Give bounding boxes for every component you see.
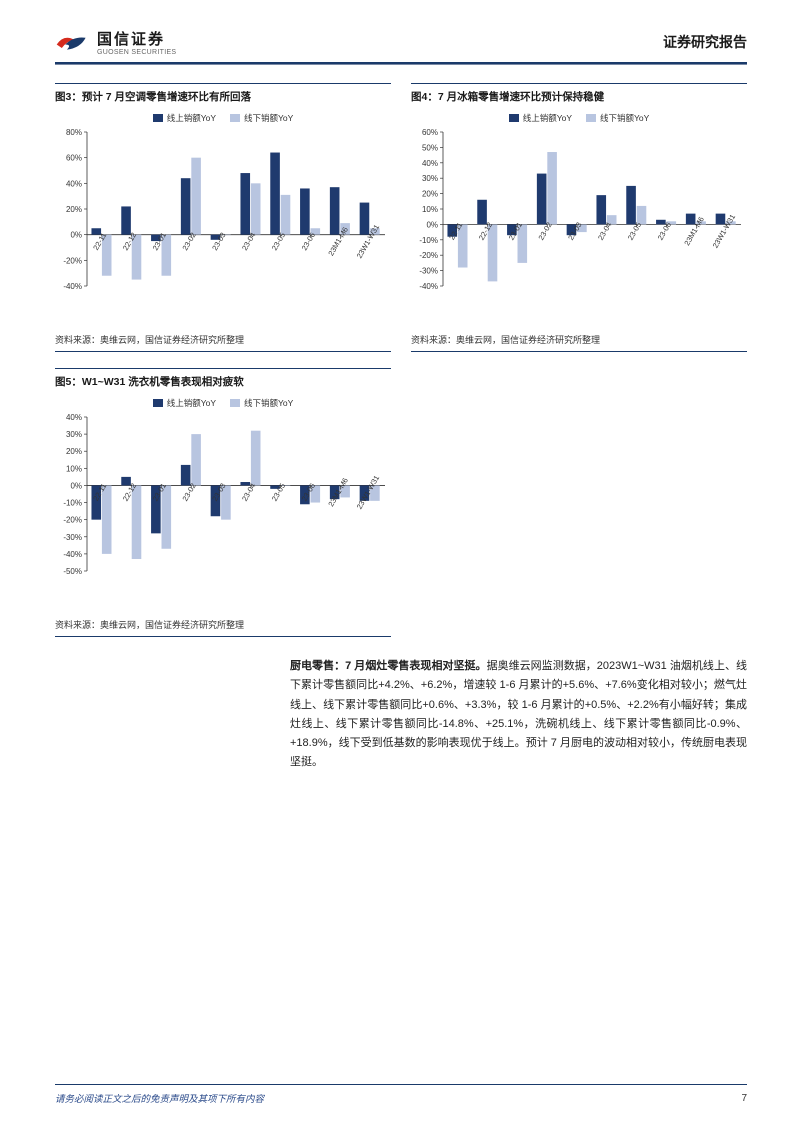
legend-swatch: [586, 114, 596, 122]
svg-text:20%: 20%: [422, 190, 438, 199]
page-number: 7: [741, 1093, 747, 1104]
chart-title: 图5：W1~W31 洗衣机零售表现相对疲软: [55, 368, 391, 395]
legend-label: 线上销额YoY: [167, 112, 216, 124]
chart-source: 资料来源：奥维云网，国信证券经济研究所整理: [55, 328, 391, 352]
legend-label: 线下销额YoY: [244, 397, 293, 409]
svg-text:40%: 40%: [66, 413, 82, 422]
company-name-cn: 国信证券: [97, 28, 176, 49]
legend-swatch: [230, 399, 240, 407]
svg-text:80%: 80%: [66, 128, 82, 137]
chart-canvas: -40%-20%0%20%40%60%80%22-1122-1223-0123-…: [55, 128, 391, 328]
report-title: 证券研究报告: [663, 32, 747, 52]
svg-text:40%: 40%: [422, 159, 438, 168]
svg-text:0%: 0%: [426, 220, 438, 229]
chart-canvas: -50%-40%-30%-20%-10%0%10%20%30%40%22-112…: [55, 413, 391, 613]
paragraph-lead: 厨电零售：7 月烟灶零售表现相对坚挺。: [290, 660, 487, 672]
svg-text:-10%: -10%: [63, 499, 82, 508]
svg-text:-40%: -40%: [63, 550, 82, 559]
page-content: 图3：预计 7 月空调零售增速环比有所回落 线上销额YoY 线下销额YoY -4…: [0, 65, 802, 773]
legend-label: 线下销额YoY: [600, 112, 649, 124]
svg-text:60%: 60%: [422, 128, 438, 137]
svg-text:10%: 10%: [422, 205, 438, 214]
svg-text:-10%: -10%: [419, 236, 438, 245]
svg-text:60%: 60%: [66, 154, 82, 163]
svg-text:0%: 0%: [70, 231, 82, 240]
chart-3: 图3：预计 7 月空调零售增速环比有所回落 线上销额YoY 线下销额YoY -4…: [55, 83, 391, 352]
legend-swatch: [509, 114, 519, 122]
svg-text:-20%: -20%: [63, 256, 82, 265]
chart-5: 图5：W1~W31 洗衣机零售表现相对疲软 线上销额YoY 线下销额YoY -5…: [55, 368, 391, 637]
chart-source: 资料来源：奥维云网，国信证券经济研究所整理: [55, 613, 391, 637]
legend-label: 线上销额YoY: [523, 112, 572, 124]
svg-text:23-03: 23-03: [210, 231, 227, 252]
legend-swatch: [153, 399, 163, 407]
svg-text:20%: 20%: [66, 205, 82, 214]
svg-text:-20%: -20%: [419, 251, 438, 260]
chart-legend: 线上销额YoY 线下销额YoY: [55, 395, 391, 413]
company-name-en: GUOSEN SECURITIES: [97, 49, 176, 56]
disclaimer-note: 请务必阅读正文之后的免责声明及其项下所有内容: [55, 1091, 264, 1105]
legend-swatch: [153, 114, 163, 122]
page-header: 国信证券 GUOSEN SECURITIES 证券研究报告: [0, 0, 802, 62]
company-logo: 国信证券 GUOSEN SECURITIES: [55, 28, 176, 56]
chart-source: 资料来源：奥维云网，国信证券经济研究所整理: [411, 328, 747, 352]
paragraph-text: 据奥维云网监测数据，2023W1~W31 油烟机线上、线下累计零售额同比+4.2…: [290, 660, 747, 768]
body-paragraph: 厨电零售：7 月烟灶零售表现相对坚挺。据奥维云网监测数据，2023W1~W31 …: [55, 653, 747, 773]
svg-text:23-05: 23-05: [270, 482, 287, 503]
svg-text:30%: 30%: [422, 174, 438, 183]
guosen-logo-icon: [55, 29, 89, 55]
svg-text:-40%: -40%: [63, 282, 82, 291]
svg-text:50%: 50%: [422, 143, 438, 152]
page-footer: 请务必阅读正文之后的免责声明及其项下所有内容 7: [0, 1084, 802, 1105]
chart-title: 图3：预计 7 月空调零售增速环比有所回落: [55, 83, 391, 110]
legend-label: 线上销额YoY: [167, 397, 216, 409]
svg-text:20%: 20%: [66, 447, 82, 456]
svg-text:30%: 30%: [66, 430, 82, 439]
svg-text:-50%: -50%: [63, 567, 82, 576]
svg-text:-40%: -40%: [419, 282, 438, 291]
svg-text:-20%: -20%: [63, 516, 82, 525]
chart-row-2: 图5：W1~W31 洗衣机零售表现相对疲软 线上销额YoY 线下销额YoY -5…: [55, 368, 747, 637]
svg-text:-30%: -30%: [419, 267, 438, 276]
chart-4: 图4：7 月冰箱零售增速环比预计保持稳健 线上销额YoY 线下销额YoY -40…: [411, 83, 747, 352]
chart-legend: 线上销额YoY 线下销额YoY: [411, 110, 747, 128]
svg-text:10%: 10%: [66, 464, 82, 473]
svg-text:0%: 0%: [70, 481, 82, 490]
chart-title: 图4：7 月冰箱零售增速环比预计保持稳健: [411, 83, 747, 110]
svg-text:40%: 40%: [66, 179, 82, 188]
footer-divider: [55, 1084, 747, 1085]
legend-label: 线下销额YoY: [244, 112, 293, 124]
chart-canvas: -40%-30%-20%-10%0%10%20%30%40%50%60%22-1…: [411, 128, 747, 328]
legend-swatch: [230, 114, 240, 122]
svg-text:-30%: -30%: [63, 533, 82, 542]
chart-row-1: 图3：预计 7 月空调零售增速环比有所回落 线上销额YoY 线下销额YoY -4…: [55, 83, 747, 352]
chart-legend: 线上销额YoY 线下销额YoY: [55, 110, 391, 128]
